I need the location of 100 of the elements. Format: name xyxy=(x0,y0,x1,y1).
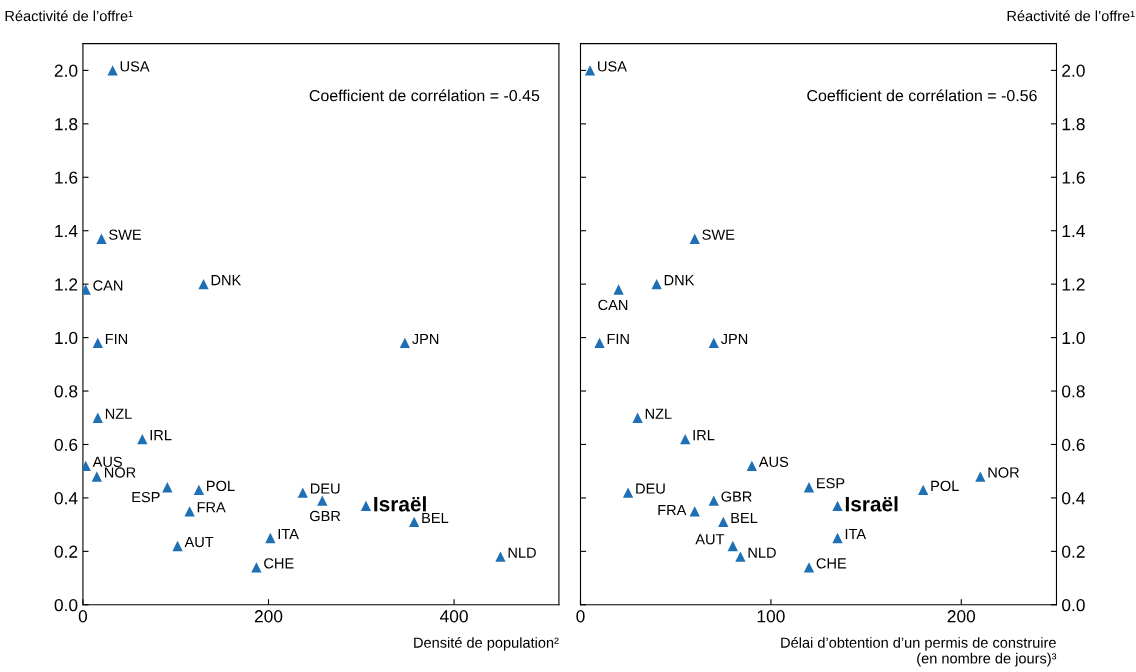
y-tick-label: 2.0 xyxy=(54,64,78,77)
y-tick-label: 0.8 xyxy=(1062,385,1085,398)
x-tick-label: 0 xyxy=(576,610,585,623)
y-tick-label: 2.0 xyxy=(1062,64,1085,77)
annotation: JPN xyxy=(412,333,439,345)
y-tick-label: 1.2 xyxy=(1062,278,1085,291)
annotation: POL xyxy=(207,480,235,492)
annotation: DNK xyxy=(211,275,242,286)
y-tick-label: 0.0 xyxy=(54,598,78,612)
y-tick-label: 0.2 xyxy=(1062,545,1085,558)
point xyxy=(92,337,103,349)
annotation: BEL xyxy=(731,512,758,523)
annotation: GBR xyxy=(721,491,752,502)
annotation: AUS xyxy=(92,456,122,467)
annotation: Israël xyxy=(374,496,426,512)
point xyxy=(746,460,757,472)
annotation: BEL xyxy=(422,512,449,523)
y-tick-label: 1.6 xyxy=(55,171,78,184)
annotation: SWE xyxy=(109,229,142,240)
annotation: Coefficient de corrélation = -0.45 xyxy=(309,89,540,102)
annotation: NLD xyxy=(748,547,776,558)
y-tick-label: 0.6 xyxy=(54,438,78,451)
point xyxy=(251,562,262,573)
y-tick-label: 1.6 xyxy=(1062,171,1085,184)
point xyxy=(832,500,843,512)
annotation: NZL xyxy=(645,408,672,419)
x-axis-title: Délai d’obtention d’un permis de construire (en nombre de jours)³ xyxy=(781,636,1057,667)
annotation: AUT xyxy=(695,534,725,545)
annotation: CHE xyxy=(264,558,294,569)
annotation: POL xyxy=(931,480,959,492)
x-tick-label: 100 xyxy=(757,610,785,623)
point xyxy=(708,337,719,349)
annotation: Israël xyxy=(845,496,898,512)
point xyxy=(91,471,102,482)
point xyxy=(198,279,209,290)
annotation: ESP xyxy=(817,478,845,489)
point xyxy=(495,551,506,562)
y-tick-label: 0.0 xyxy=(1062,598,1085,612)
point xyxy=(689,233,700,244)
point xyxy=(265,532,276,544)
point xyxy=(409,516,420,528)
point xyxy=(193,484,205,496)
point xyxy=(727,540,738,552)
point xyxy=(632,412,643,423)
x-tick-label: 200 xyxy=(254,610,283,623)
point xyxy=(708,495,719,506)
annotation: DNK xyxy=(664,275,695,286)
annotation: ITA xyxy=(845,528,867,539)
annotation: IRL xyxy=(693,430,715,441)
point xyxy=(162,482,173,493)
point xyxy=(317,495,328,506)
annotation: DEU xyxy=(636,483,665,494)
point xyxy=(651,279,662,290)
point xyxy=(172,540,183,552)
annotation: Coefficient de corrélation = -0.56 xyxy=(807,89,1037,102)
y-tick-label: 1.0 xyxy=(1062,331,1085,345)
annotation: CHE xyxy=(816,558,847,569)
point xyxy=(107,65,118,76)
y-tick-label: 0.8 xyxy=(54,385,78,398)
annotation: JPN xyxy=(720,333,748,345)
point xyxy=(613,284,624,295)
y-tick-label: 0.6 xyxy=(1062,438,1085,451)
point xyxy=(82,460,91,472)
y-tick-label: 1.8 xyxy=(55,118,78,131)
y-tick-label: 0.2 xyxy=(54,545,78,558)
annotation: USA xyxy=(120,61,150,72)
point xyxy=(680,433,691,445)
annotation: GBR xyxy=(310,510,341,522)
point xyxy=(96,233,107,244)
y-tick-label: 0.4 xyxy=(54,492,78,505)
annotation: AUS xyxy=(758,456,789,467)
point xyxy=(803,562,815,573)
point xyxy=(584,65,596,76)
y-tick-label: 1.8 xyxy=(1062,118,1085,131)
annotation: CAN xyxy=(598,299,628,311)
point xyxy=(803,482,815,493)
point xyxy=(594,337,605,349)
annotation: IRL xyxy=(150,430,172,441)
y-tick-label: 1.0 xyxy=(55,331,78,345)
x-axis-title: Densité de population² xyxy=(414,636,559,651)
annotation: AUT xyxy=(184,536,214,548)
point xyxy=(918,484,929,496)
y-tick-label: 1.4 xyxy=(1062,225,1085,238)
point xyxy=(622,487,634,498)
annotation: FIN xyxy=(105,333,128,344)
annotation: SWE xyxy=(702,229,735,240)
annotation: FRA xyxy=(658,505,687,516)
point xyxy=(184,506,195,517)
x-tick-label: 200 xyxy=(947,610,976,623)
x-tick-label: 400 xyxy=(439,610,468,623)
point xyxy=(735,551,746,562)
y-axis-title: Réactivité de l’offre¹ xyxy=(5,10,133,22)
point xyxy=(82,284,91,295)
annotation: USA xyxy=(598,61,627,72)
point xyxy=(137,433,148,445)
annotation: FIN xyxy=(607,333,629,344)
point xyxy=(399,337,411,349)
annotation: FRA xyxy=(197,502,226,513)
y-tick-label: 0.4 xyxy=(1062,492,1085,505)
point xyxy=(92,412,103,423)
